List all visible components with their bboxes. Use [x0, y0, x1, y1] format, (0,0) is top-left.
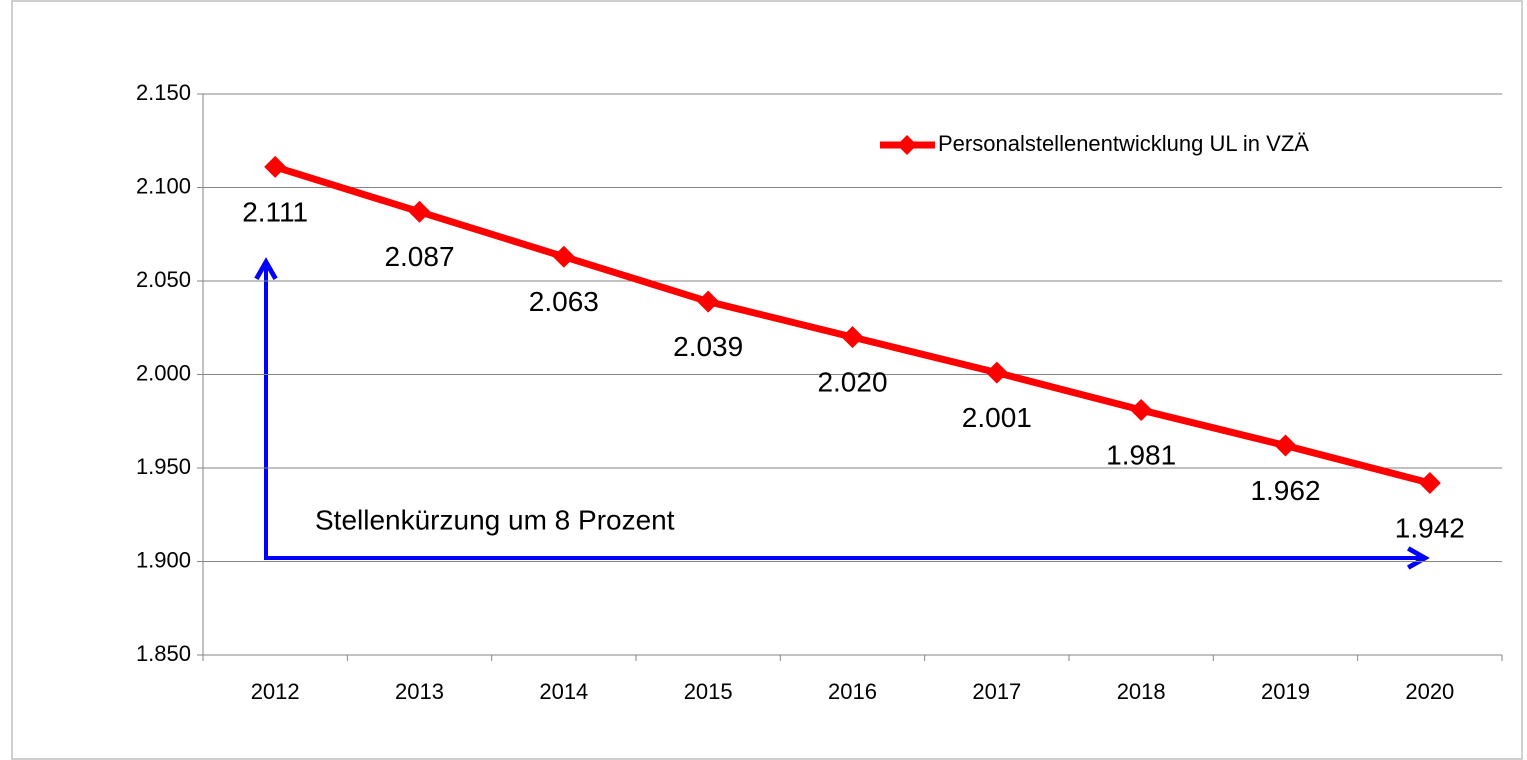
y-tick-label: 1.850 — [136, 641, 191, 666]
point-marker — [264, 155, 287, 178]
data-label: 2.087 — [384, 241, 454, 272]
y-tick-label: 1.950 — [136, 454, 191, 479]
point-marker — [841, 326, 864, 349]
x-tick-label: 2019 — [1261, 679, 1310, 704]
data-label: 2.001 — [962, 402, 1032, 433]
data-label: 2.111 — [242, 196, 308, 227]
data-label: 1.981 — [1106, 439, 1176, 470]
x-tick-label: 2014 — [539, 679, 588, 704]
data-label: 2.020 — [817, 366, 887, 397]
legend-marker — [897, 135, 917, 155]
y-tick-label: 2.000 — [136, 360, 191, 385]
y-tick-label: 2.100 — [136, 173, 191, 198]
data-label: 2.039 — [673, 331, 743, 362]
annotation: Stellenkürzung um 8 Prozent — [315, 504, 675, 535]
point-marker — [1418, 471, 1441, 494]
point-marker — [1274, 434, 1297, 457]
point-marker — [408, 200, 431, 223]
x-tick-label: 2012 — [251, 679, 300, 704]
data-label: 2.063 — [529, 286, 599, 317]
x-tick-label: 2016 — [828, 679, 877, 704]
x-tick-label: 2013 — [395, 679, 444, 704]
y-tick-label: 1.900 — [136, 547, 191, 572]
point-marker — [552, 245, 575, 268]
y-tick-label: 2.150 — [136, 80, 191, 105]
data-label: 1.962 — [1250, 475, 1320, 506]
legend-label: Personalstellenentwicklung UL in VZÄ — [938, 131, 1309, 156]
x-tick-label: 2017 — [972, 679, 1021, 704]
x-tick-label: 2020 — [1405, 679, 1454, 704]
x-tick-label: 2015 — [684, 679, 733, 704]
x-tick-label: 2018 — [1117, 679, 1166, 704]
y-tick-label: 2.050 — [136, 267, 191, 292]
point-marker — [1130, 399, 1153, 422]
annotation-arrow — [254, 257, 1430, 570]
point-marker — [985, 361, 1008, 384]
data-label: 1.942 — [1395, 512, 1465, 543]
chart-frame — [11, 0, 1523, 760]
point-marker — [697, 290, 720, 313]
